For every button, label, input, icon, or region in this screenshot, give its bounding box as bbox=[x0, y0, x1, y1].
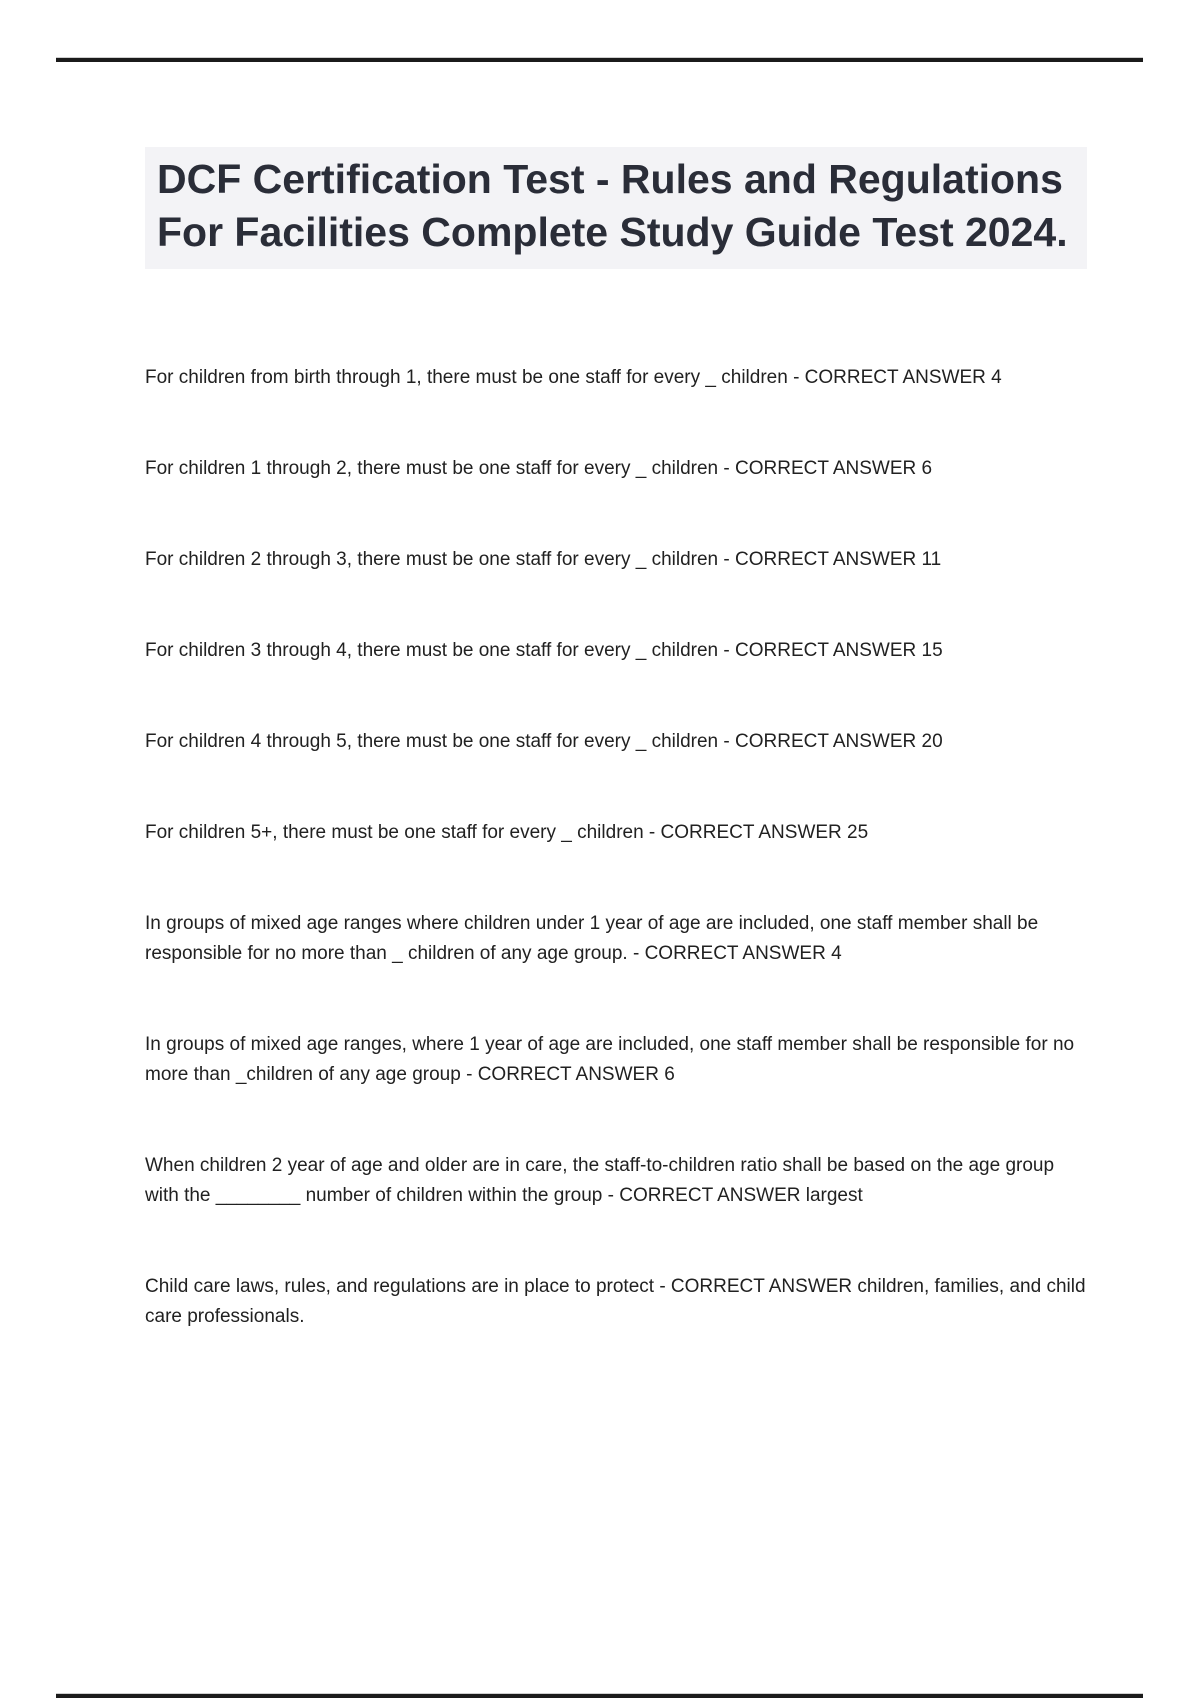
qa-item: In groups of mixed age ranges, where 1 y… bbox=[145, 1034, 1075, 1085]
bottom-divider-rule bbox=[56, 1693, 1143, 1698]
qa-item: For children 2 through 3, there must be … bbox=[145, 549, 942, 570]
top-divider-rule bbox=[56, 57, 1143, 62]
document-title: DCF Certification Test - Rules and Regul… bbox=[145, 147, 1087, 269]
qa-item: When children 2 year of age and older ar… bbox=[145, 1155, 1055, 1206]
qa-item: For children 4 through 5, there must be … bbox=[145, 731, 943, 752]
qa-item: For children 5+, there must be one staff… bbox=[145, 822, 869, 843]
qa-item: In groups of mixed age ranges where chil… bbox=[145, 913, 1039, 964]
qa-item: For children 3 through 4, there must be … bbox=[145, 640, 943, 661]
qa-item: For children from birth through 1, there… bbox=[145, 367, 1002, 388]
document-content: DCF Certification Test - Rules and Regul… bbox=[145, 147, 1090, 1393]
qa-item: For children 1 through 2, there must be … bbox=[145, 458, 933, 479]
qa-item: Child care laws, rules, and regulations … bbox=[145, 1276, 1086, 1327]
qa-list: For children from birth through 1, there… bbox=[145, 363, 1090, 1332]
